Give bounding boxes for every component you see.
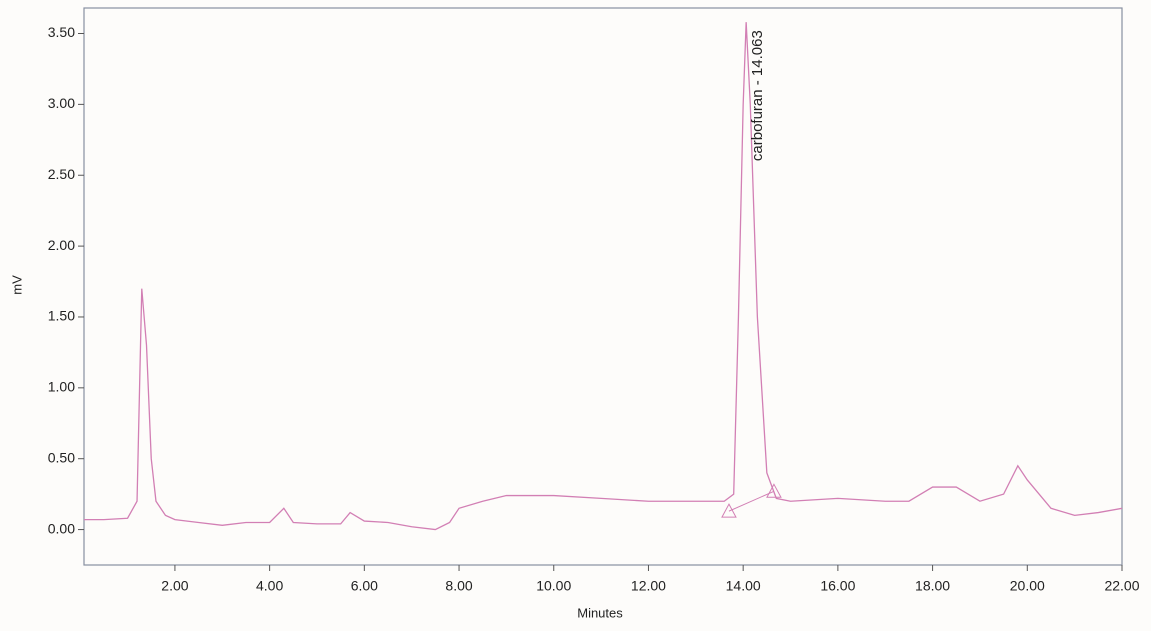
x-tick-label: 18.00 [915, 578, 950, 594]
peak-annotation: carbofuran - 14.063 [749, 30, 766, 161]
x-tick-label: 14.00 [726, 578, 761, 594]
y-tick-label: 3.50 [48, 24, 75, 40]
x-tick-label: 10.00 [536, 578, 571, 594]
baseline [729, 491, 774, 511]
x-tick-label: 16.00 [820, 578, 855, 594]
x-tick-label: 22.00 [1104, 578, 1139, 594]
x-tick-label: 2.00 [161, 578, 188, 594]
y-tick-label: 2.00 [48, 237, 75, 253]
y-tick-label: 3.00 [48, 95, 75, 111]
x-tick-label: 12.00 [631, 578, 666, 594]
y-tick-label: 1.00 [48, 379, 75, 395]
x-axis-label: Minutes [577, 605, 623, 620]
y-axis-label: mV [9, 275, 24, 295]
y-tick-label: 0.50 [48, 449, 75, 465]
x-tick-label: 4.00 [256, 578, 283, 594]
trace-line [84, 22, 1122, 529]
x-tick-label: 20.00 [1010, 578, 1045, 594]
y-tick-label: 0.00 [48, 520, 75, 536]
chart: Minutes mV 0.00 0.50 1.00 1.50 2.00 2.50 3.00 3… [0, 0, 1151, 626]
x-tick-label: 6.00 [351, 578, 378, 594]
y-tick-label: 1.50 [48, 308, 75, 324]
x-tick-label: 8.00 [445, 578, 472, 594]
plot-frame [84, 8, 1122, 565]
y-tick-label: 2.50 [48, 166, 75, 182]
